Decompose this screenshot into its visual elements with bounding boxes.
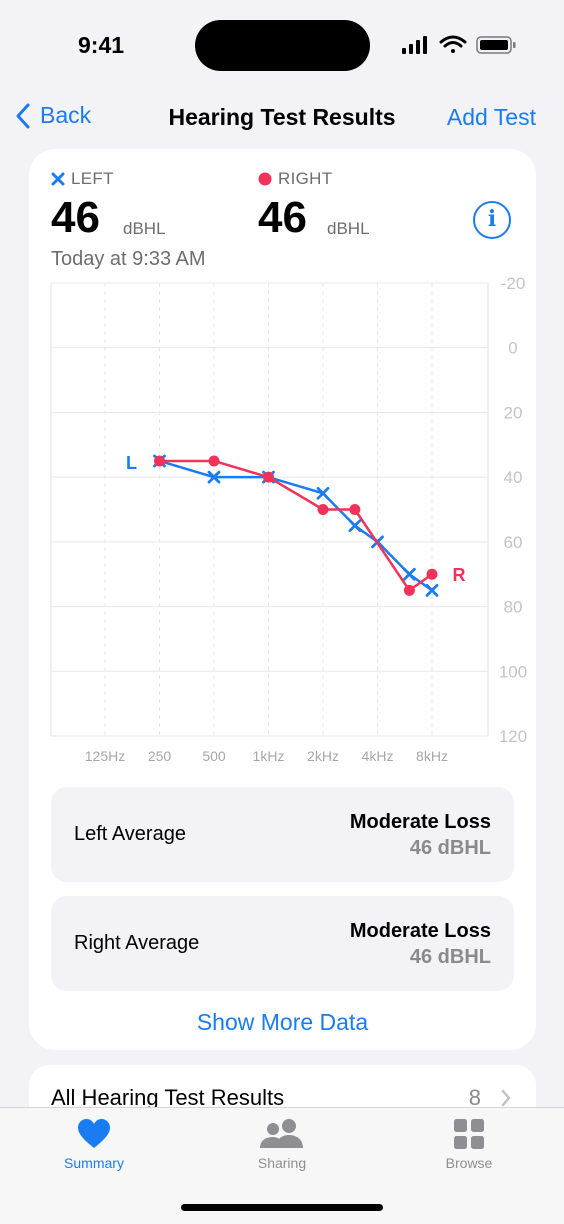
results-card: LEFT 46 dBHL RIGHT 46 dBHL Today at 9:33… — [29, 149, 536, 1050]
right-ear-point — [426, 568, 438, 580]
left-average-status: Moderate Loss — [349, 811, 491, 833]
dynamic-island — [195, 20, 370, 71]
x-mark-icon — [51, 172, 65, 186]
right-ear-point — [154, 455, 165, 467]
y-tick-label: 100 — [499, 662, 527, 681]
series-label-l: L — [126, 453, 137, 473]
left-ear-value: 46 — [51, 193, 100, 242]
series-line-l — [159, 459, 433, 592]
right-ear-unit: dBHL — [327, 219, 370, 238]
x-tick-label: 1kHz — [253, 748, 285, 764]
series-line-r — [159, 459, 433, 592]
left-ear-legend: LEFT — [51, 169, 114, 189]
left-ear-point — [402, 567, 416, 581]
left-average-value: 46 dBHL — [409, 837, 491, 859]
y-tick-label: 60 — [504, 533, 523, 552]
tab-sharing[interactable]: Sharing — [222, 1118, 342, 1171]
y-tick-label: -20 — [501, 274, 526, 293]
left-ear-point — [348, 519, 362, 533]
home-indicator — [181, 1204, 383, 1211]
info-button[interactable]: i — [473, 201, 511, 239]
tab-browse[interactable]: Browse — [409, 1118, 529, 1171]
right-ear-label: RIGHT — [278, 169, 333, 188]
tab-summary-label: Summary — [64, 1155, 124, 1171]
battery-icon — [476, 36, 516, 54]
right-average-label: Right Average — [74, 932, 200, 954]
show-more-data-button[interactable]: Show More Data — [196, 1009, 369, 1035]
wifi-icon — [439, 35, 467, 53]
y-tick-label: 80 — [504, 598, 523, 617]
left-ear-label: LEFT — [71, 169, 114, 188]
right-ear-point — [349, 504, 361, 515]
people-icon — [260, 1119, 303, 1148]
x-tick-label: 125Hz — [85, 748, 125, 764]
all-results-label: All Hearing Test Results — [51, 1085, 285, 1110]
status-time: 9:41 — [78, 32, 125, 58]
y-tick-label: 120 — [499, 727, 527, 746]
tab-summary[interactable]: Summary — [34, 1118, 154, 1171]
audiogram-chart: -20 0 20 40 60 80 100 120 125Hz 250 500 1kHz 2kHz 4kH… — [50, 274, 527, 764]
add-test-button[interactable]: Add Test — [446, 104, 536, 130]
x-tick-label: 8kHz — [416, 748, 448, 764]
right-ear-point — [263, 471, 274, 483]
info-icon: i — [487, 206, 497, 232]
tab-sharing-label: Sharing — [257, 1155, 307, 1171]
right-average-row[interactable]: Right Average Moderate Loss 46 dBHL — [51, 896, 514, 991]
cellular-signal-icon — [402, 36, 427, 54]
left-ear-point — [425, 583, 439, 597]
right-ear-legend: RIGHT — [258, 169, 332, 189]
chevron-left-icon — [16, 103, 30, 128]
x-tick-label: 500 — [202, 748, 226, 764]
back-button[interactable]: Back — [16, 102, 91, 129]
status-bar: 9:41 — [0, 0, 564, 90]
right-ear-value: 46 — [258, 193, 307, 242]
y-tick-label: 40 — [504, 468, 523, 487]
series-label-r: R — [453, 565, 466, 585]
x-tick-label: 2kHz — [307, 748, 339, 764]
right-average-status: Moderate Loss — [349, 920, 491, 942]
tab-browse-label: Browse — [445, 1155, 493, 1171]
dot-mark-icon — [258, 172, 272, 186]
left-ear-point — [207, 470, 221, 484]
all-results-count: 8 — [468, 1085, 481, 1110]
y-tick-label: 0 — [508, 339, 517, 358]
y-tick-label: 20 — [504, 403, 523, 422]
left-ear-unit: dBHL — [123, 219, 166, 238]
left-average-label: Left Average — [74, 823, 186, 845]
grid-icon — [454, 1119, 484, 1149]
left-average-row[interactable]: Left Average Moderate Loss 46 dBHL — [51, 787, 514, 882]
right-ear-point — [208, 455, 220, 467]
heart-icon — [78, 1119, 110, 1148]
status-icons — [402, 35, 516, 54]
right-average-value: 46 dBHL — [409, 946, 491, 968]
x-tick-label: 250 — [148, 748, 172, 764]
right-ear-point — [317, 504, 329, 515]
chevron-right-icon — [501, 1089, 511, 1107]
right-ear-point — [403, 584, 415, 596]
navigation-bar: Back Hearing Test Results Add Test — [0, 96, 564, 142]
back-label: Back — [40, 102, 92, 128]
x-tick-label: 4kHz — [362, 748, 394, 764]
left-ear-point — [316, 486, 330, 500]
test-date: Today at 9:33 AM — [51, 248, 206, 270]
